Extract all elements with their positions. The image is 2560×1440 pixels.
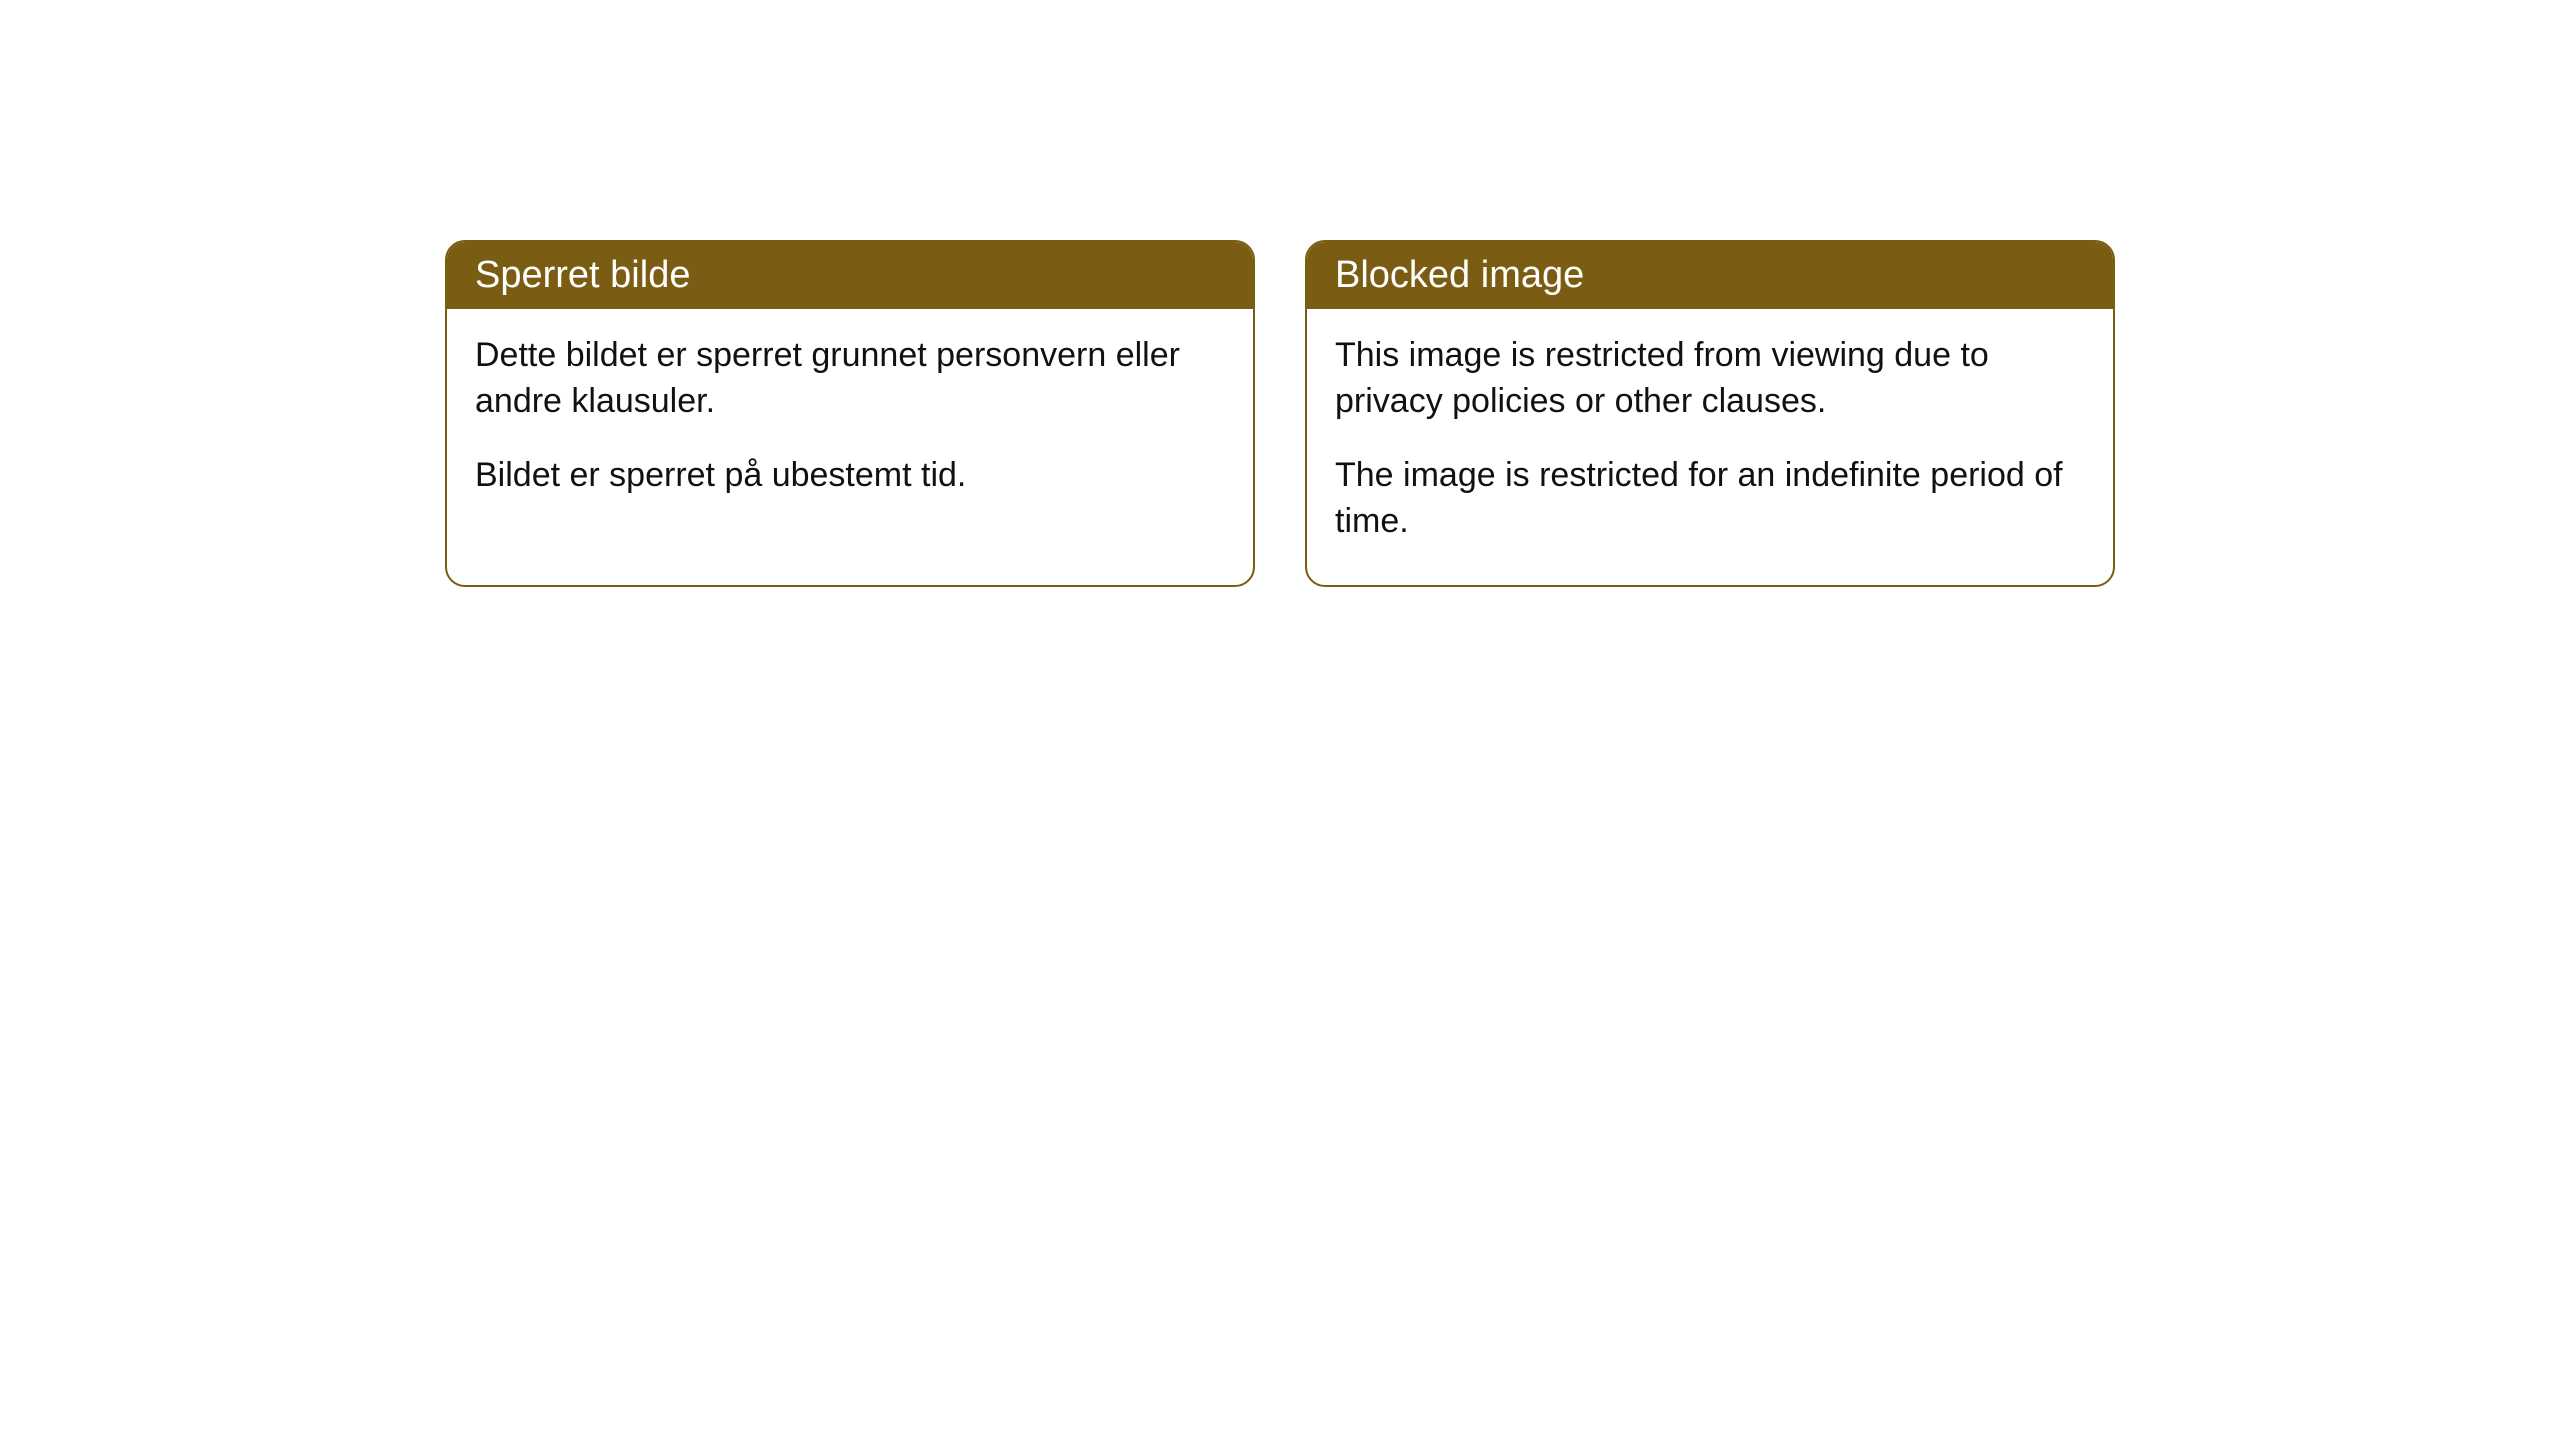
card-header: Sperret bilde bbox=[447, 242, 1253, 309]
notice-text: The image is restricted for an indefinit… bbox=[1335, 453, 2085, 545]
notice-text: Dette bildet er sperret grunnet personve… bbox=[475, 333, 1225, 425]
notice-text: This image is restricted from viewing du… bbox=[1335, 333, 2085, 425]
notice-card-english: Blocked image This image is restricted f… bbox=[1305, 240, 2115, 587]
card-header: Blocked image bbox=[1307, 242, 2113, 309]
notice-cards-container: Sperret bilde Dette bildet er sperret gr… bbox=[445, 240, 2115, 587]
notice-card-norwegian: Sperret bilde Dette bildet er sperret gr… bbox=[445, 240, 1255, 587]
card-body: Dette bildet er sperret grunnet personve… bbox=[447, 309, 1253, 539]
notice-text: Bildet er sperret på ubestemt tid. bbox=[475, 453, 1225, 499]
card-body: This image is restricted from viewing du… bbox=[1307, 309, 2113, 585]
